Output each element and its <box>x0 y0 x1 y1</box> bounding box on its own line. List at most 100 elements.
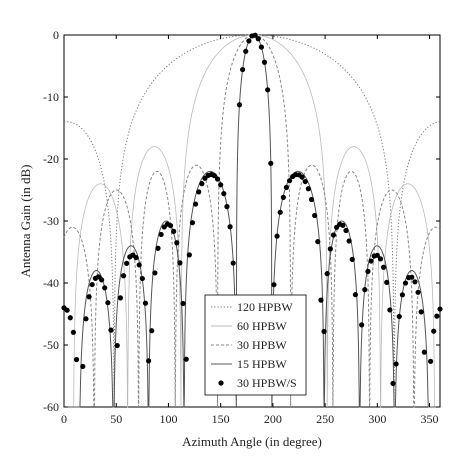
data-point <box>243 48 249 54</box>
data-point <box>199 181 205 187</box>
data-point <box>399 292 405 298</box>
data-point <box>390 380 396 387</box>
data-point <box>255 36 261 42</box>
data-point <box>377 256 384 262</box>
data-point <box>218 182 224 188</box>
data-point <box>236 102 243 108</box>
data-point <box>246 38 252 44</box>
data-point <box>327 246 333 252</box>
series-30-hpbw-s <box>61 32 443 387</box>
legend-label-30-hpbw-s: 30 HPBW/S <box>237 376 297 390</box>
data-point <box>136 262 142 268</box>
data-point <box>415 289 421 295</box>
data-point <box>227 224 233 230</box>
data-point <box>277 209 283 215</box>
data-point <box>362 287 368 293</box>
data-point <box>186 252 192 258</box>
x-tick-label: 200 <box>264 412 282 426</box>
x-tick-label: 300 <box>368 412 386 426</box>
data-point <box>214 176 221 182</box>
data-point <box>102 285 108 291</box>
data-point <box>318 297 324 303</box>
data-point <box>152 270 158 276</box>
data-point <box>139 275 145 282</box>
series-line-30-hpbw <box>63 34 441 408</box>
legend-swatch <box>218 380 224 386</box>
x-tick-label: 0 <box>61 412 67 426</box>
data-point <box>240 66 246 73</box>
data-point <box>381 264 387 270</box>
data-point <box>283 184 290 190</box>
data-point <box>146 358 152 364</box>
data-point <box>108 327 114 333</box>
data-point <box>418 309 424 315</box>
data-point <box>324 271 330 277</box>
data-point <box>368 258 374 264</box>
legend-label-120-hpbw: 120 HPBW <box>237 300 293 314</box>
data-point <box>365 268 371 274</box>
data-point <box>302 178 308 185</box>
data-point <box>396 313 402 320</box>
data-point <box>409 274 415 280</box>
data-point <box>258 44 264 50</box>
data-point <box>349 256 355 262</box>
data-point <box>315 239 321 245</box>
data-point <box>89 281 95 288</box>
data-point <box>280 194 286 200</box>
y-tick-label: -40 <box>43 276 59 290</box>
data-point <box>305 186 311 192</box>
data-point <box>374 252 380 258</box>
y-axis-label: Antenna Gain (in dB) <box>18 164 33 277</box>
legend-label-60-hpbw: 60 HPBW <box>237 319 287 333</box>
data-point <box>221 191 227 197</box>
data-point <box>261 59 268 65</box>
x-axis-label: Azimuth Angle (in degree) <box>182 434 322 449</box>
x-tick-label: 350 <box>421 412 439 426</box>
data-point <box>193 201 199 207</box>
legend-label-15-hpbw: 15 HPBW <box>237 357 287 371</box>
data-point <box>274 233 280 239</box>
data-point <box>252 32 258 38</box>
legend-label-30-hpbw: 30 HPBW <box>237 338 287 352</box>
data-point <box>308 196 315 203</box>
data-point <box>340 222 346 228</box>
data-point <box>387 307 393 313</box>
data-point <box>183 356 189 362</box>
data-point <box>167 222 174 229</box>
data-point <box>224 204 230 210</box>
y-tick-label: -10 <box>43 90 59 104</box>
data-point <box>352 292 358 298</box>
data-point <box>83 316 89 322</box>
data-point <box>359 322 365 328</box>
data-point <box>346 238 352 244</box>
data-point <box>73 356 80 363</box>
data-point <box>64 307 70 313</box>
data-point <box>268 160 274 166</box>
data-point <box>384 279 390 285</box>
data-point <box>312 212 318 219</box>
data-point <box>428 358 434 364</box>
y-tick-label: -30 <box>43 214 59 228</box>
data-point <box>196 189 202 195</box>
data-point <box>393 361 399 367</box>
data-point <box>437 306 443 312</box>
y-tick-label: -60 <box>43 400 59 414</box>
data-point <box>265 87 271 93</box>
data-point <box>421 349 427 355</box>
data-point <box>343 227 349 234</box>
data-point <box>330 232 337 238</box>
legend: 120 HPBW 60 HPBW 30 HPBW 15 HPBW 30 HPBW/S <box>204 294 307 396</box>
series-layer <box>61 32 443 408</box>
data-point <box>189 220 196 226</box>
ticks-layer: 0 50 100 150 200 250 300 350 0 -10 -20 -30 -40 -50 -60 <box>43 28 440 426</box>
data-point <box>70 329 76 335</box>
data-point <box>117 295 123 301</box>
data-point <box>80 363 86 370</box>
data-point <box>434 313 440 319</box>
y-tick-label: -50 <box>43 338 59 352</box>
x-tick-label: 250 <box>316 412 334 426</box>
data-point <box>114 342 120 349</box>
x-tick-label: 150 <box>212 412 230 426</box>
data-point <box>299 174 305 180</box>
data-point <box>142 300 149 306</box>
